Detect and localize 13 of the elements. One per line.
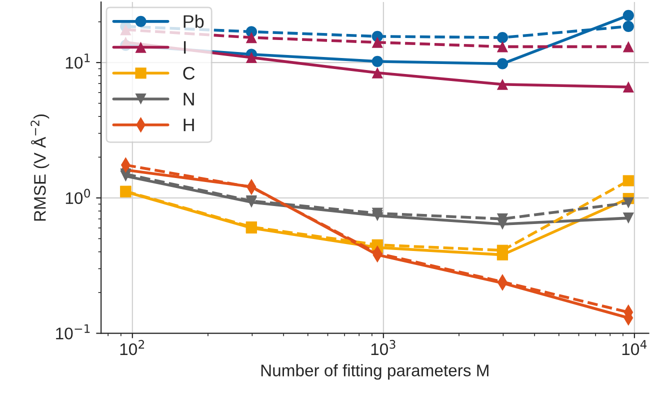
y-tick-label: 10$^{1}$ bbox=[66, 54, 90, 69]
x-tick-label: 10$^{2}$ bbox=[120, 340, 144, 356]
x-tick-label: 10$^{3}$ bbox=[371, 340, 396, 356]
y-axis-title: RMSE (V Å$^{−2}$) bbox=[30, 114, 50, 221]
x-axis-title: Number of fitting parameters M bbox=[261, 364, 488, 380]
legend-label: C bbox=[183, 66, 195, 80]
legend-label: N bbox=[184, 92, 194, 106]
legend-label: I bbox=[184, 41, 186, 54]
y-tick-label: 10$^{−1}$ bbox=[56, 324, 90, 340]
y-tick-label: 10$^{0}$ bbox=[66, 188, 90, 204]
legend-label: H bbox=[184, 118, 194, 132]
legend-label: Pb bbox=[184, 14, 204, 28]
x-tick-label: 10$^{4}$ bbox=[622, 340, 647, 356]
